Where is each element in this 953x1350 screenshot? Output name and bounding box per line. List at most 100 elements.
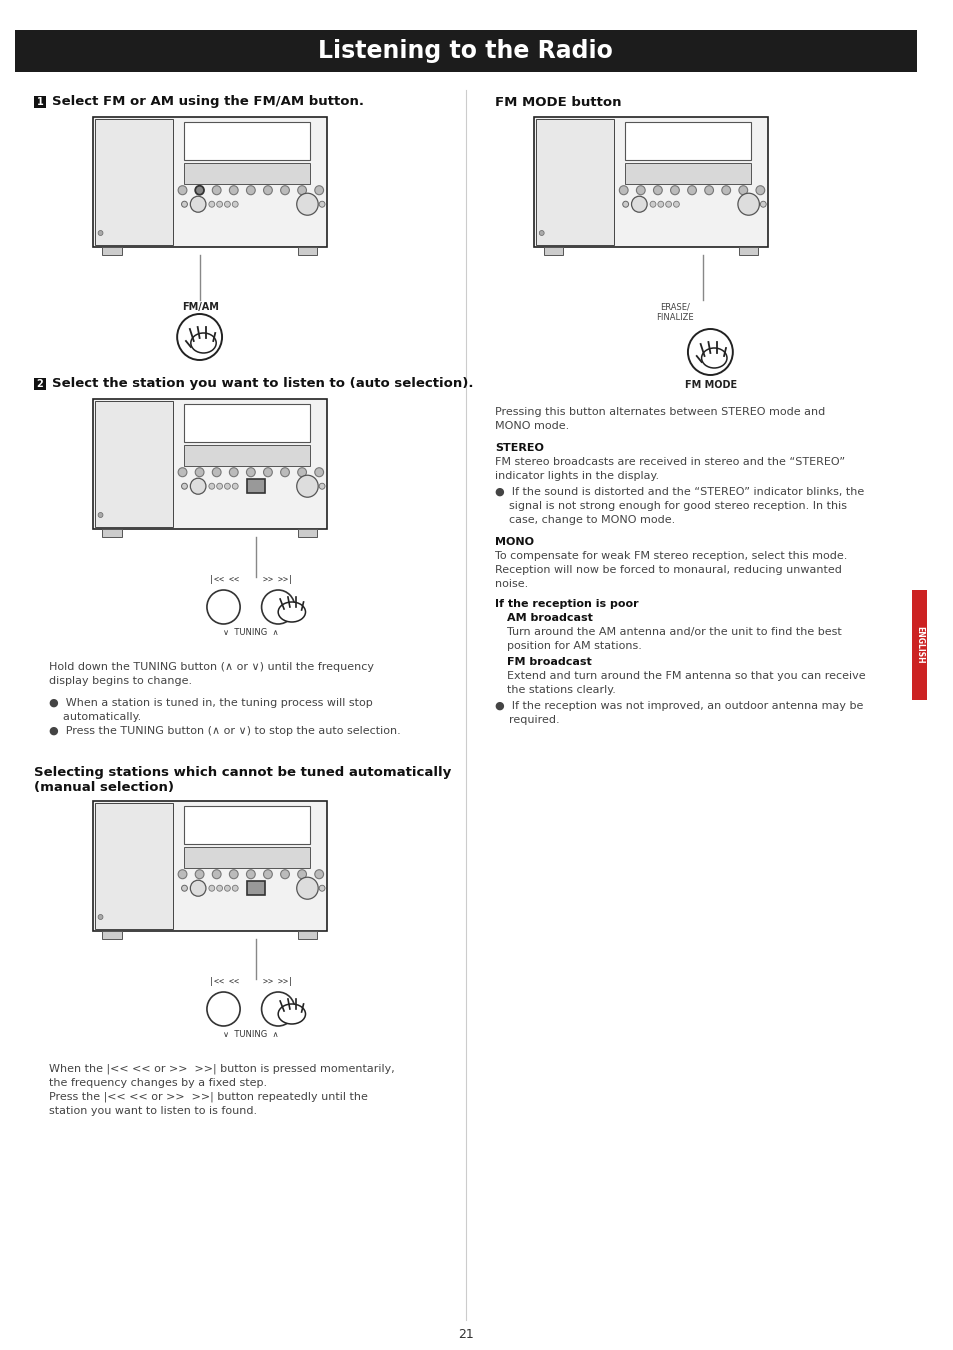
FancyBboxPatch shape [102,931,122,940]
Text: FM MODE: FM MODE [684,379,737,390]
Circle shape [195,467,204,477]
Text: Select the station you want to listen to (auto selection).: Select the station you want to listen to… [51,378,473,390]
Circle shape [297,467,306,477]
FancyBboxPatch shape [624,163,751,184]
Text: Pressing this button alternates between STEREO mode and
MONO mode.: Pressing this button alternates between … [495,406,824,431]
Circle shape [687,186,696,194]
Circle shape [721,186,730,194]
Text: ●  Press the TUNING button (∧ or ∨) to stop the auto selection.: ● Press the TUNING button (∧ or ∨) to st… [49,726,400,736]
Circle shape [209,483,214,489]
Circle shape [649,201,656,207]
Circle shape [739,186,747,194]
Circle shape [280,186,289,194]
Circle shape [233,201,238,207]
Circle shape [195,186,204,194]
Circle shape [687,329,732,375]
FancyBboxPatch shape [534,117,767,247]
Circle shape [636,186,644,194]
Text: FM broadcast: FM broadcast [506,657,591,667]
Circle shape [181,201,187,207]
FancyBboxPatch shape [624,122,751,159]
Text: ∨  TUNING  ∧: ∨ TUNING ∧ [223,1030,278,1040]
Text: 1: 1 [36,97,43,107]
Circle shape [622,201,628,207]
FancyBboxPatch shape [184,444,310,466]
FancyBboxPatch shape [92,117,327,247]
Text: Listening to the Radio: Listening to the Radio [317,39,613,63]
Text: Hold down the TUNING button (∧ or ∨) until the frequency
display begins to chang: Hold down the TUNING button (∧ or ∨) unt… [49,662,374,686]
Text: Extend and turn around the FM antenna so that you can receive
the stations clear: Extend and turn around the FM antenna so… [506,671,864,695]
Ellipse shape [278,1004,305,1025]
Circle shape [229,869,238,879]
Circle shape [314,467,323,477]
Text: FM MODE button: FM MODE button [495,96,620,108]
Ellipse shape [700,348,726,369]
Circle shape [229,186,238,194]
Circle shape [618,186,627,194]
FancyBboxPatch shape [34,96,46,108]
Text: >> >>|: >> >>| [263,977,293,986]
Text: (manual selection): (manual selection) [34,782,174,794]
FancyBboxPatch shape [297,529,317,537]
Text: |<< <<: |<< << [209,575,238,585]
Circle shape [98,914,103,919]
Circle shape [631,196,646,212]
Circle shape [297,186,306,194]
FancyBboxPatch shape [34,378,46,390]
Text: 2: 2 [36,379,43,389]
FancyBboxPatch shape [184,846,310,868]
FancyBboxPatch shape [247,882,264,895]
Text: ∨  TUNING  ∧: ∨ TUNING ∧ [223,628,278,637]
Circle shape [670,186,679,194]
Circle shape [297,869,306,879]
Text: When the |<< << or >>  >>| button is pressed momentarily,
the frequency changes : When the |<< << or >> >>| button is pres… [49,1064,395,1088]
Circle shape [216,201,222,207]
Circle shape [233,886,238,891]
Circle shape [98,513,103,517]
Circle shape [191,478,206,494]
FancyBboxPatch shape [94,119,172,244]
Circle shape [195,869,204,879]
Circle shape [181,886,187,891]
FancyBboxPatch shape [911,590,926,701]
Text: ●  If the reception was not improved, an outdoor antenna may be
    required.: ● If the reception was not improved, an … [495,701,862,725]
Circle shape [209,201,214,207]
Circle shape [296,878,318,899]
Text: ●  If the sound is distorted and the “STEREO” indicator blinks, the
    signal i: ● If the sound is distorted and the “STE… [495,487,863,525]
Circle shape [538,231,543,235]
FancyBboxPatch shape [184,163,310,184]
Circle shape [673,201,679,207]
FancyBboxPatch shape [184,806,310,844]
Circle shape [653,186,661,194]
Circle shape [280,869,289,879]
Ellipse shape [191,333,216,352]
FancyBboxPatch shape [92,801,327,931]
Circle shape [181,483,187,489]
Circle shape [213,467,221,477]
Circle shape [233,483,238,489]
FancyBboxPatch shape [247,479,264,493]
FancyBboxPatch shape [102,529,122,537]
FancyBboxPatch shape [94,803,172,929]
Text: ERASE/
FINALIZE: ERASE/ FINALIZE [656,302,694,323]
FancyBboxPatch shape [297,247,317,255]
Circle shape [263,869,272,879]
Text: Selecting stations which cannot be tuned automatically: Selecting stations which cannot be tuned… [34,765,451,779]
Circle shape [191,880,206,896]
Circle shape [177,315,222,360]
Circle shape [246,869,255,879]
Circle shape [280,467,289,477]
Circle shape [246,186,255,194]
FancyBboxPatch shape [14,30,916,72]
FancyBboxPatch shape [94,401,172,526]
Text: 21: 21 [457,1328,473,1342]
Text: FM/AM: FM/AM [182,302,218,312]
Text: AM broadcast: AM broadcast [506,613,592,622]
Circle shape [216,886,222,891]
FancyBboxPatch shape [536,119,614,244]
Circle shape [207,992,240,1026]
Circle shape [704,186,713,194]
Circle shape [224,201,230,207]
Circle shape [178,869,187,879]
FancyBboxPatch shape [184,122,310,159]
